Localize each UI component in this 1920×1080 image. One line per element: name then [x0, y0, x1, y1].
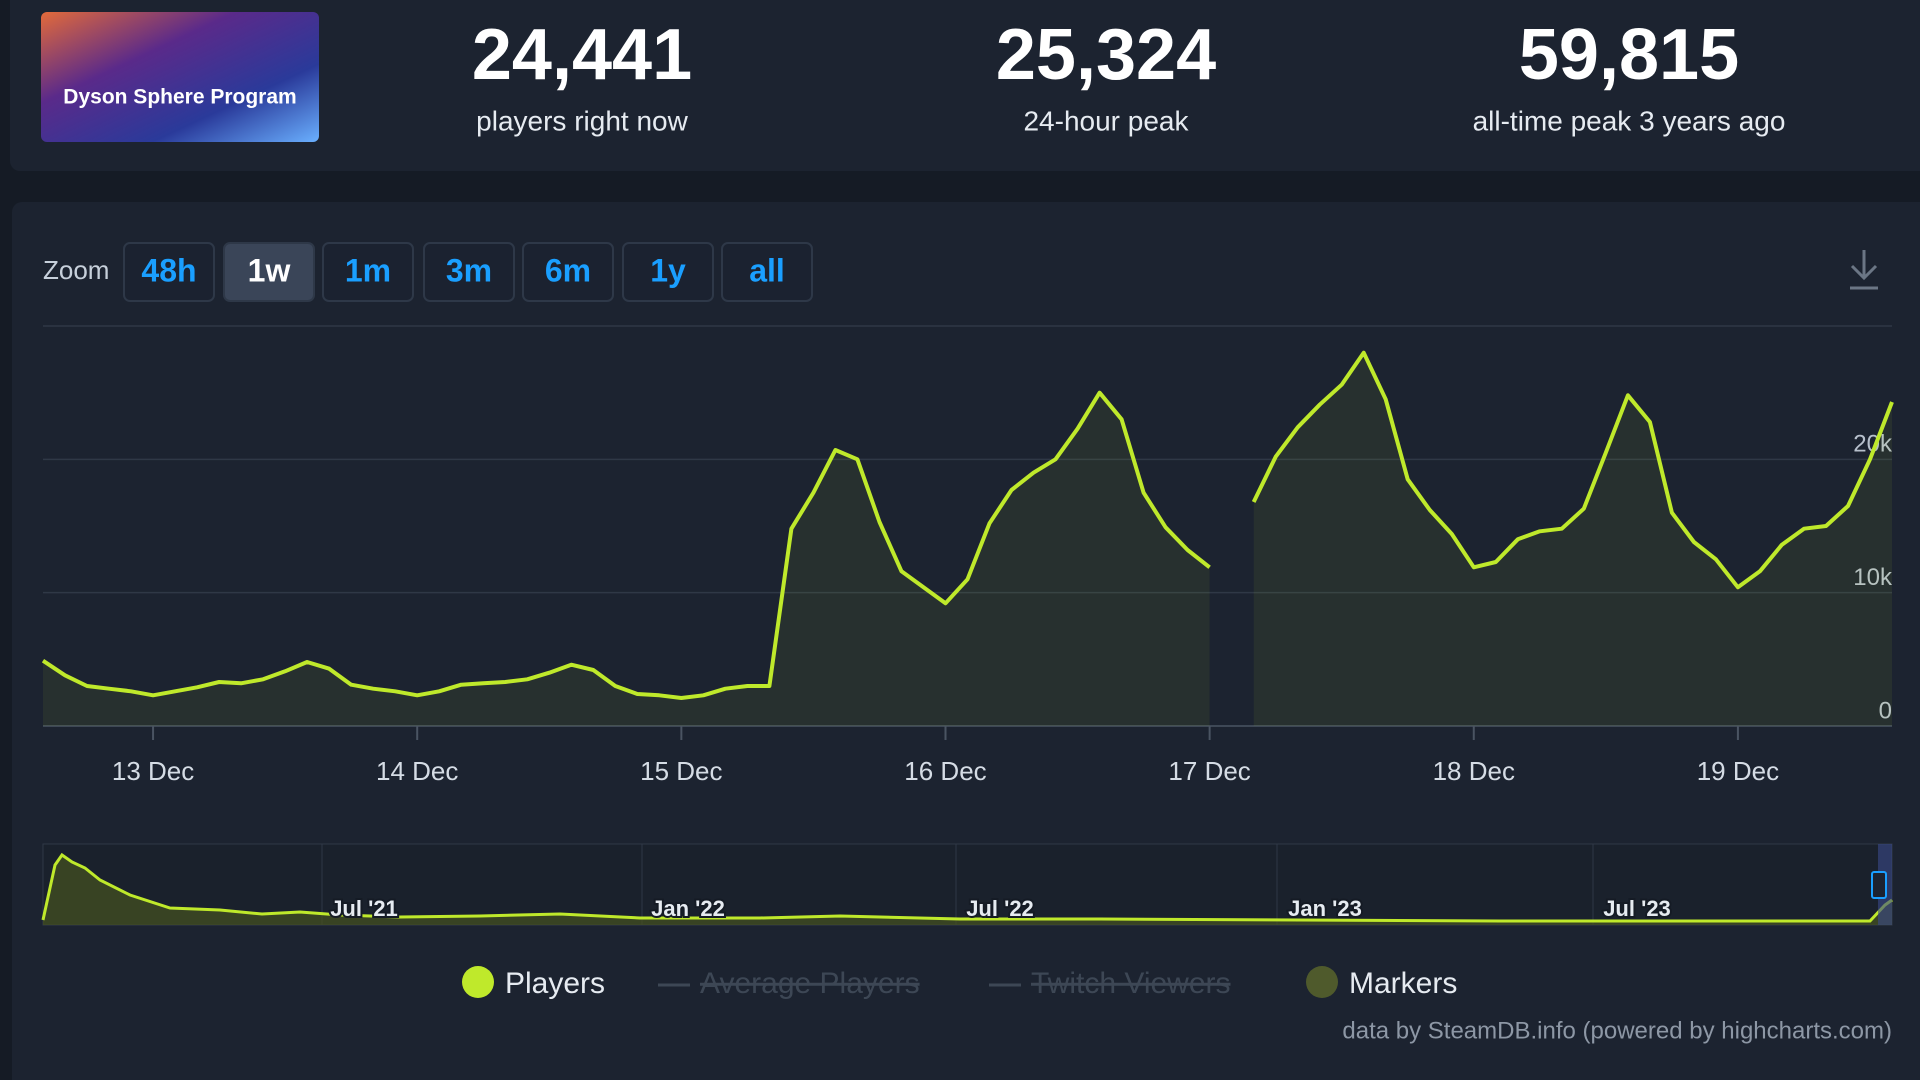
navigator-dividers [321, 844, 1594, 925]
zoom-button[interactable] [123, 242, 215, 302]
navigator-label: Jul '23 [1603, 896, 1671, 921]
zoom-button[interactable] [622, 242, 714, 302]
legend-label[interactable]: Average Players [700, 967, 920, 1000]
navigator-label: Jul '21 [330, 896, 398, 921]
zoom-button[interactable] [721, 242, 813, 302]
y-tick-label: 10k [1853, 564, 1893, 591]
x-tick-label: 15 Dec [640, 756, 722, 786]
x-tick-label: 18 Dec [1433, 756, 1515, 786]
area [43, 392, 1210, 726]
navigator-labels: Jul '21 Jan '22 Jul '22 Jan '23 Jul '23 [328, 894, 1673, 923]
navigator-label: Jul '22 [966, 896, 1034, 921]
stats: 24,441 players right now 25,324 24-hour pea… [472, 15, 1786, 136]
stat-value: 59,815 [1519, 15, 1739, 95]
stat-label: 24-hour peak [1023, 105, 1189, 136]
area [1253, 352, 1892, 726]
x-tick-label: 13 Dec [112, 756, 194, 786]
game-title: Dyson Sphere Program [63, 86, 296, 109]
zoom-button-label[interactable]: 48h [141, 252, 196, 288]
zoom-button-label[interactable]: all [749, 252, 785, 288]
zoom-button[interactable] [322, 242, 414, 302]
x-tick-label: 16 Dec [904, 756, 986, 786]
navigator-area [43, 855, 1892, 925]
zoom-button[interactable] [223, 242, 315, 302]
download-icon[interactable] [1850, 250, 1878, 290]
navigator-frame [42, 843, 1893, 926]
navigator-label: Jan '22 [651, 896, 725, 921]
y-tick-label: 0 [1879, 697, 1892, 724]
stat-label: all-time peak 3 years ago [1473, 105, 1786, 136]
legend-label[interactable]: Twitch Viewers [1031, 967, 1231, 1000]
zoom-button[interactable] [423, 242, 515, 302]
legend-symbol[interactable] [462, 966, 494, 998]
line [1251, 350, 1894, 590]
credit: data by SteamDB.info (powered by highcha… [1342, 1017, 1892, 1044]
navigator-label: Jan '23 [1288, 896, 1362, 921]
navigator-line [41, 852, 1893, 923]
navigator-handle[interactable] [1871, 871, 1887, 899]
zoom-button-label[interactable]: 3m [446, 252, 492, 288]
x-tick-label: 14 Dec [376, 756, 458, 786]
legend-label[interactable]: Players [505, 967, 605, 1000]
stat-label: players right now [476, 105, 688, 136]
stat-value: 24,441 [472, 15, 692, 95]
x-tick-label: 17 Dec [1168, 756, 1250, 786]
stats-card [10, 0, 1920, 171]
legend-label[interactable]: Markers [1349, 967, 1457, 1000]
zoom-buttons: 48h 1w 1m 3m 6m 1y all [123, 242, 813, 302]
zoom-button-label[interactable]: 1y [650, 252, 686, 288]
stat-value: 25,324 [996, 15, 1216, 95]
x-tick-label: 19 Dec [1697, 756, 1779, 786]
legend: Players Average Players Twitch Viewers Mark… [462, 966, 1457, 1000]
game-cover [41, 12, 319, 142]
zoom-button-label[interactable]: 1w [248, 252, 291, 288]
zoom-button-label[interactable]: 6m [545, 252, 591, 288]
legend-symbol[interactable] [1306, 966, 1338, 998]
line [41, 390, 1211, 700]
navigator: Jul '21 Jan '22 Jul '22 Jan '23 Jul '23 [41, 843, 1893, 926]
zoom-button[interactable] [522, 242, 614, 302]
zoom-button-label[interactable]: 1m [345, 252, 391, 288]
zoom-label: Zoom [43, 255, 109, 285]
